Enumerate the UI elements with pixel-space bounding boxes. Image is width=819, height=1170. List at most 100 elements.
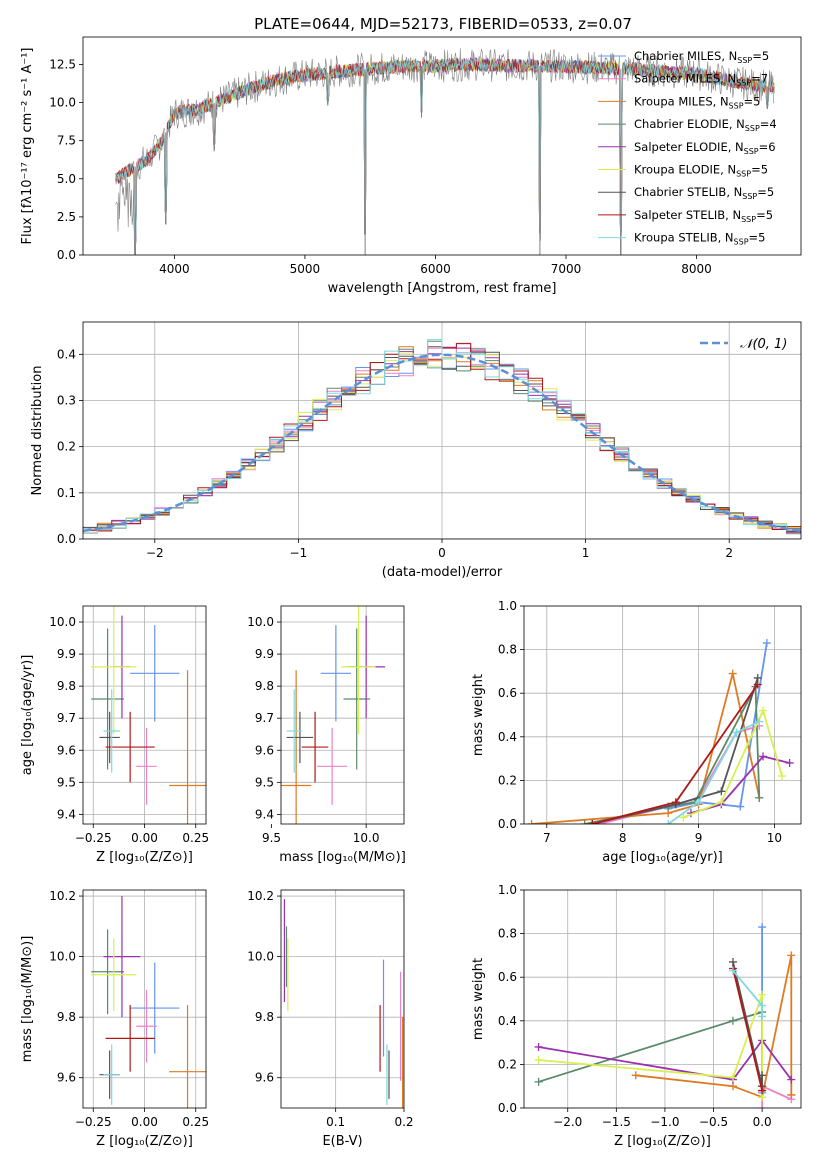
x-tick-label: −1.0 <box>650 1115 679 1129</box>
chabrier_miles-marker <box>762 639 771 648</box>
y-tick-label: 9.5 <box>255 775 274 789</box>
y-tick-label: 9.6 <box>57 1071 76 1085</box>
axes-frame <box>82 36 802 256</box>
legend-entry: Kroupa STELIB, NSSP=5 <box>634 231 765 247</box>
x-tick-label: 10 <box>767 831 782 845</box>
kroupa_stelib-marker <box>755 717 764 726</box>
y-tick-label: 1.0 <box>498 883 517 897</box>
y-tick-label: 9.9 <box>57 647 76 661</box>
y-tick-label: 9.4 <box>57 807 76 821</box>
y-tick-label: 0.2 <box>498 773 517 787</box>
residual-histogram-panel: −2 −1 0 1 2 0.0 0.1 0.2 0.3 0.4 (data-model)/error… <box>30 321 802 580</box>
y-tick-label: 0.4 <box>498 1014 517 1028</box>
y-axis-label: Flux [fλ10⁻¹⁷ erg cm⁻² s⁻¹ A⁻¹] <box>20 48 35 245</box>
y-tick-label: 10.0 <box>49 96 76 110</box>
y-tick-label: 0.0 <box>498 1101 517 1115</box>
kroupa_elodie-marker <box>778 772 787 781</box>
x-tick-label: 0 <box>438 546 446 560</box>
kroupa_stelib-marker <box>664 820 673 824</box>
x-tick-label: 0.2 <box>394 1115 413 1129</box>
chabrier_miles-marker <box>758 923 767 932</box>
mass-vs-z-panel: −0.25 0.00 0.25 9.6 9.8 10.0 10.2 Z [log₁₀(Z/Z⊙… <box>20 889 209 1149</box>
axes-frame <box>82 321 802 540</box>
plot-area <box>524 606 801 824</box>
salpeter_elodie-series-line <box>538 1038 793 1081</box>
plot-area <box>83 606 206 824</box>
y-tick-label: 9.8 <box>57 1010 76 1024</box>
y-tick-label: 10.2 <box>247 889 274 903</box>
y-axis-label: age [log₁₀(age/yr)] <box>20 655 35 776</box>
y-tick-label: 0.8 <box>498 927 517 941</box>
chabrier_miles-marker <box>736 802 745 811</box>
plot-area <box>281 890 404 1108</box>
x-axis-label: (data-model)/error <box>382 565 503 580</box>
x-tick-label: 6000 <box>420 262 451 276</box>
x-tick-label: −0.5 <box>699 1115 728 1129</box>
axes-frame <box>280 605 405 825</box>
kroupa_elodie-marker <box>759 706 768 715</box>
plot-area <box>115 48 775 255</box>
legend-entry: Kroupa MILES, NSSP=5 <box>634 94 760 110</box>
chabrier_miles-model-line <box>115 57 775 255</box>
weight-vs-z-panel: −2.0 −1.5 −1.0 −0.5 0.0 0.0 0.2 0.4 0.6 0.8 1.0 Z [… <box>471 883 802 1149</box>
y-tick-label: 9.8 <box>57 679 76 693</box>
y-tick-label: 10.0 <box>49 615 76 629</box>
y-axis-label: mass weight <box>471 958 486 1040</box>
y-tick-label: 9.6 <box>255 743 274 757</box>
x-tick-label: 7000 <box>551 262 582 276</box>
legend-entry: Chabrier MILES, NSSP=5 <box>634 49 769 65</box>
x-axis-label: mass [log₁₀(M/M⊙)] <box>279 850 406 865</box>
x-tick-label: 9 <box>695 831 703 845</box>
x-tick-label: 0.00 <box>131 1115 158 1129</box>
salpeter_miles-marker <box>758 1104 767 1108</box>
x-tick-label: 10.0 <box>353 831 380 845</box>
y-axis-label: mass [log₁₀(M/M⊙)] <box>20 936 35 1063</box>
x-axis-label: age [log₁₀(age/yr)] <box>602 850 723 865</box>
kroupa_elodie-marker <box>717 798 726 807</box>
x-tick-label: 8000 <box>681 262 712 276</box>
y-tick-label: 1.0 <box>498 599 517 613</box>
legend-entry: 𝒩(0, 1) <box>740 337 787 352</box>
legend-entry: Salpeter STELIB, NSSP=5 <box>634 208 773 224</box>
kroupa_miles-marker <box>787 951 796 960</box>
age-vs-z-panel: −0.25 0.00 0.25 9.4 9.5 9.6 9.7 9.8 9.9 10.0 Z [lo… <box>20 605 209 865</box>
y-tick-label: 9.4 <box>255 807 274 821</box>
plot-area <box>524 890 801 1108</box>
y-axis-label: mass weight <box>471 674 486 756</box>
kroupa_miles-marker <box>787 1090 796 1099</box>
chabrier_elodie-model-line <box>115 57 775 255</box>
x-tick-label: 0.1 <box>326 1115 345 1129</box>
y-tick-label: 9.6 <box>255 1071 274 1085</box>
x-tick-label: 7 <box>543 831 551 845</box>
x-tick-label: −1.5 <box>602 1115 631 1129</box>
x-tick-label: 1 <box>582 546 590 560</box>
chabrier_stelib-model-line <box>115 58 775 255</box>
kroupa_stelib-marker <box>758 1001 767 1010</box>
salpeter_miles-model-line <box>115 57 775 255</box>
kroupa_elodie-series-line <box>683 708 783 819</box>
kroupa_elodie-marker <box>728 1073 737 1082</box>
y-tick-label: 9.5 <box>57 775 76 789</box>
figure-title: PLATE=0644, MJD=52173, FIBERID=0533, z=0… <box>254 15 632 33</box>
x-tick-label: −2 <box>146 546 164 560</box>
chabrier_stelib-marker <box>717 787 726 796</box>
x-tick-label: 5000 <box>290 262 321 276</box>
salpeter_elodie-marker <box>787 1075 796 1084</box>
x-tick-label: 4000 <box>159 262 190 276</box>
salpeter_stelib-marker <box>671 798 680 807</box>
x-tick-label: −0.25 <box>75 831 112 845</box>
x-tick-label: −2.0 <box>553 1115 582 1129</box>
y-tick-label: 10.0 <box>49 950 76 964</box>
legend-entry: Salpeter ELODIE, NSSP=6 <box>634 140 776 156</box>
chabrier_elodie-marker <box>728 1016 737 1025</box>
x-axis-label: Z [log₁₀(Z/Z⊙)] <box>96 850 193 865</box>
y-tick-label: 0.2 <box>498 1057 517 1071</box>
plots-layer: 4000 5000 6000 7000 80000.02.55.07.510.012.5… <box>20 36 802 1149</box>
kroupa_stelib-marker <box>728 966 737 975</box>
salpeter_stelib-series-line <box>732 968 763 1091</box>
spectrum-panel: 4000 5000 6000 7000 8000 0.0 2.5 5.0 7.5 10.0 12.5… <box>20 36 802 296</box>
kroupa_elodie-marker <box>758 990 767 999</box>
y-tick-label: 0.4 <box>57 347 76 361</box>
plot-area <box>281 606 404 824</box>
